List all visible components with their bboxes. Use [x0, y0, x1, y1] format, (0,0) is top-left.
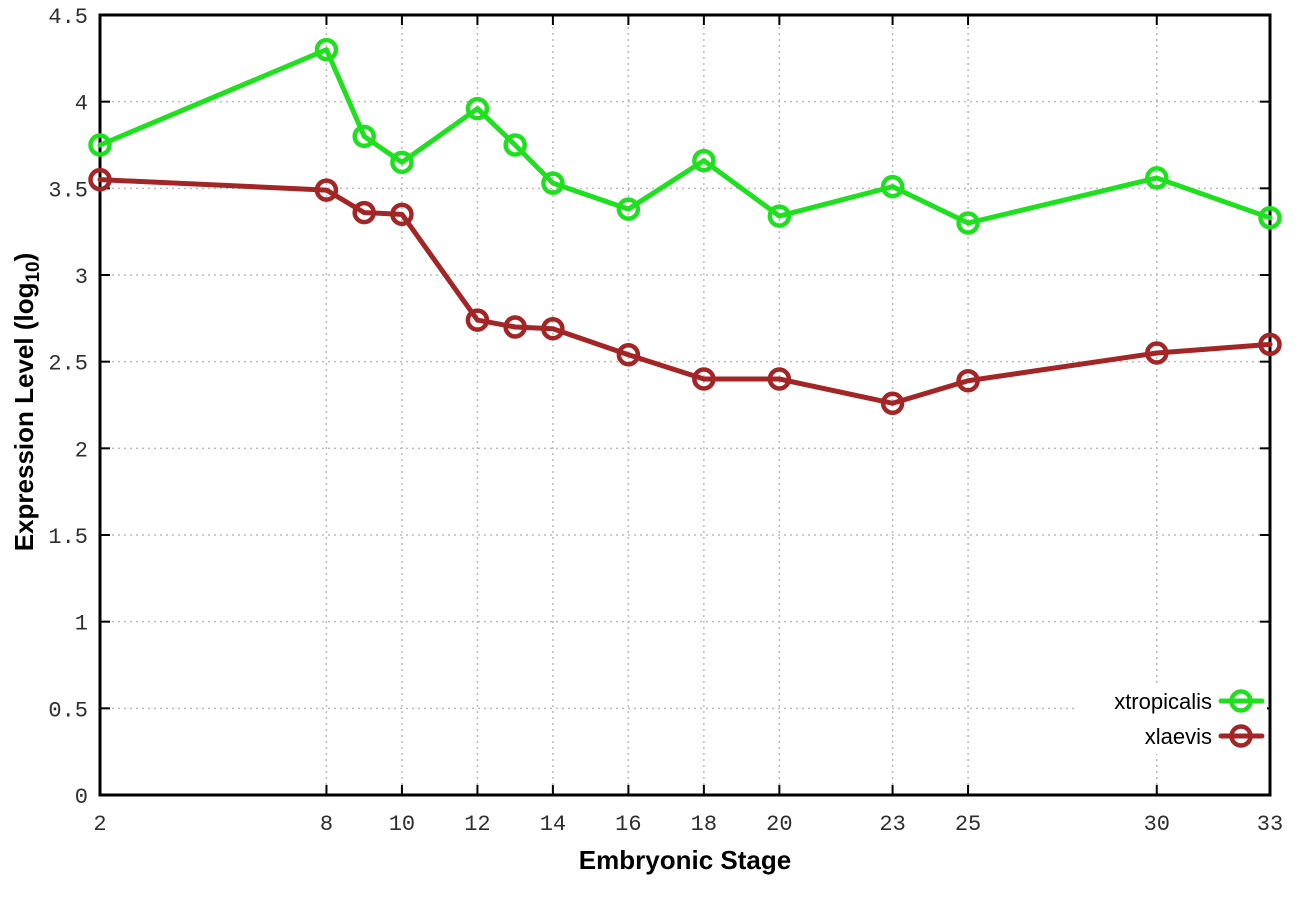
data-point-xtropicalis — [616, 197, 641, 221]
y-tick-label: 1 — [75, 612, 88, 637]
y-tick-label: 4.5 — [48, 5, 88, 30]
data-point-xlaevis — [88, 167, 112, 192]
x-axis-title: Embryonic Stage — [578, 845, 792, 875]
legend-label-xlaevis: xlaevis — [1145, 724, 1212, 749]
data-point-xlaevis — [1258, 332, 1282, 357]
data-point-xtropicalis — [880, 174, 905, 199]
y-tick-label: 4 — [75, 92, 88, 117]
x-tick-label: 25 — [955, 812, 981, 837]
data-point-xlaevis — [465, 308, 490, 332]
plot-border — [98, 13, 1272, 797]
x-tick-label: 12 — [464, 812, 490, 837]
data-point-xlaevis — [956, 368, 980, 393]
data-point-xlaevis — [541, 316, 565, 341]
data-point-xlaevis — [314, 178, 339, 202]
x-tick-label: 2 — [93, 812, 106, 837]
data-point-xtropicalis — [956, 211, 980, 235]
data-point-xtropicalis — [541, 171, 565, 195]
y-tick-label: 1.5 — [48, 525, 88, 550]
data-point-xtropicalis — [314, 37, 339, 62]
y-tick-label: 2.5 — [48, 352, 88, 377]
series-line-xtropicalis — [97, 47, 1273, 226]
data-point-xlaevis — [1145, 341, 1169, 365]
legend-marker-xlaevis — [1229, 724, 1253, 748]
data-point-xlaevis — [390, 202, 414, 227]
data-point-xlaevis — [352, 200, 376, 225]
data-point-xlaevis — [503, 315, 527, 339]
y-tick-label: 0.5 — [48, 698, 88, 723]
x-tick-label: 20 — [766, 812, 792, 837]
x-tick-label: 23 — [879, 812, 905, 837]
data-point-xtropicalis — [352, 124, 376, 149]
x-tick-label: 33 — [1257, 812, 1283, 837]
y-axis-title-subscript: 10 — [23, 261, 45, 283]
data-point-xtropicalis — [88, 133, 112, 157]
data-point-xtropicalis — [1145, 166, 1169, 190]
y-tick-label: 2 — [75, 438, 88, 463]
data-point-xlaevis — [880, 391, 905, 416]
data-point-xtropicalis — [503, 133, 527, 157]
x-tick-label: 16 — [615, 812, 641, 837]
data-point-xtropicalis — [1258, 206, 1282, 230]
y-axis-title-suffix: ) — [8, 252, 39, 262]
y-tick-label: 3.5 — [48, 178, 88, 203]
y-tick-label: 0 — [75, 785, 88, 810]
data-point-xtropicalis — [465, 96, 490, 121]
x-tick-label: 18 — [691, 812, 717, 837]
x-tick-label: 30 — [1144, 812, 1170, 837]
data-point-xtropicalis — [390, 150, 414, 175]
data-point-xlaevis — [767, 367, 792, 391]
data-point-xtropicalis — [692, 148, 716, 173]
series-line-xlaevis — [97, 177, 1273, 406]
y-axis-title: Expression Level (log10) — [9, 253, 45, 552]
legend-marker-xtropicalis — [1229, 689, 1253, 713]
y-axis-title-text: Expression Level (log — [8, 282, 39, 552]
data-point-xtropicalis — [767, 204, 792, 228]
data-point-xlaevis — [616, 342, 641, 367]
legend-label-xtropicalis: xtropicalis — [1114, 689, 1212, 714]
x-tick-label: 14 — [540, 812, 566, 837]
x-tick-label: 8 — [320, 812, 333, 837]
data-point-xlaevis — [692, 367, 716, 391]
x-tick-label: 10 — [389, 812, 415, 837]
y-tick-label: 3 — [75, 265, 88, 290]
